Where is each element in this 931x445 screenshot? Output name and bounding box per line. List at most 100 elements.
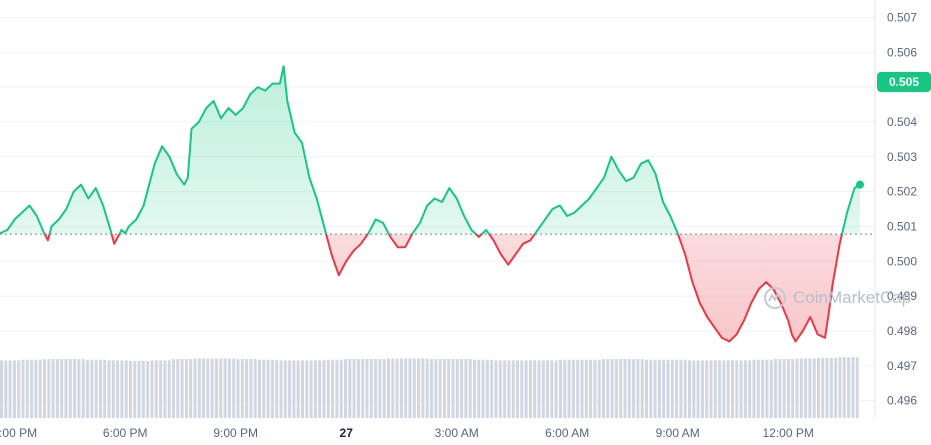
volume-bar <box>559 359 562 418</box>
volume-bar <box>141 361 145 418</box>
area-fill-down <box>44 234 842 342</box>
volume-bar <box>455 359 459 418</box>
volume-bar <box>550 360 554 418</box>
y-tick-label: 0.502 <box>887 185 917 199</box>
volume-bar <box>713 360 717 418</box>
volume-bar <box>94 359 98 418</box>
x-axis-ticks: 3:00 PM 6:00 PM 9:00 PM 27 3:00 AM 6:00 AM 9:0… <box>0 426 814 440</box>
volume-bar <box>636 359 640 418</box>
volume-bar <box>743 360 747 418</box>
volume-bar <box>778 359 782 418</box>
volume-bar <box>356 359 360 418</box>
volume-bar <box>17 360 21 418</box>
volume-bar <box>172 359 175 418</box>
volume-bar <box>528 360 532 418</box>
volume-bar <box>503 360 507 418</box>
volume-bar <box>322 359 326 418</box>
volume-bar <box>417 358 421 418</box>
volume-bar <box>786 359 790 418</box>
volume-bar <box>696 360 700 418</box>
y-tick-label: 0.501 <box>887 219 917 233</box>
volume-bar <box>103 359 107 418</box>
volume-bar <box>129 361 132 418</box>
volume-bar <box>120 360 124 418</box>
volume-bar <box>137 361 141 418</box>
volume-bar <box>460 359 464 418</box>
volume-bar <box>258 359 261 418</box>
volume-bar <box>679 359 683 418</box>
volume-bar <box>352 359 356 418</box>
volume-bar <box>288 360 292 418</box>
volume-bar <box>98 359 102 418</box>
volume-bar <box>589 359 593 418</box>
volume-bar <box>731 360 734 418</box>
volume-bar <box>55 359 59 418</box>
volume-bar <box>825 357 829 418</box>
volume-bar <box>339 359 343 418</box>
volume-bar <box>838 357 842 418</box>
volume-bar <box>193 358 197 418</box>
y-tick-label: 0.500 <box>887 254 917 268</box>
volume-bar <box>296 360 300 418</box>
volume-bar <box>313 360 317 418</box>
volume-bar <box>632 359 636 418</box>
volume-bar <box>795 358 799 418</box>
y-tick-label: 0.503 <box>887 150 917 164</box>
volume-bar <box>215 358 218 418</box>
volume-bar <box>425 358 429 418</box>
volume-bar <box>266 359 270 418</box>
volume-bar <box>791 359 795 418</box>
volume-bar <box>111 360 115 418</box>
volume-bar <box>851 357 855 418</box>
volume-bar <box>378 359 382 418</box>
volume-bar <box>369 359 373 418</box>
y-axis-ticks: 0.496 0.497 0.498 0.499 0.500 0.501 0.502 0.503… <box>887 10 917 407</box>
volume-bar <box>77 359 81 418</box>
volume-bar <box>473 359 476 418</box>
volume-bar <box>774 359 777 418</box>
volume-bar <box>666 359 670 418</box>
volume-bar <box>804 358 808 418</box>
x-tick-label: 6:00 AM <box>545 426 589 440</box>
volume-bar <box>688 360 691 418</box>
volume-bar <box>477 359 481 418</box>
volume-bar <box>275 359 279 418</box>
volume-bar <box>176 359 180 418</box>
coinmarketcap-logo-icon <box>764 287 786 309</box>
volume-bar <box>210 358 214 418</box>
volume-bar <box>808 358 812 418</box>
volume-bar <box>232 358 236 418</box>
volume-bar <box>799 358 803 418</box>
volume-bar <box>563 359 567 418</box>
volume-bar <box>227 358 231 418</box>
volume-bar <box>60 359 64 418</box>
volume-bar <box>464 359 468 418</box>
volume-bar <box>619 359 623 418</box>
volume-bar <box>812 358 816 418</box>
volume-bar <box>700 360 704 418</box>
volume-bar <box>640 359 644 418</box>
volume-bar <box>705 360 709 418</box>
price-lines <box>0 65 861 343</box>
volume-bar <box>47 359 51 418</box>
volume-bar <box>167 360 171 418</box>
volume-bar <box>43 359 46 418</box>
volume-bar <box>683 359 687 418</box>
volume-bar <box>404 358 408 418</box>
current-price-badge: 0.505 <box>877 72 931 92</box>
volume-bar <box>90 359 94 418</box>
volume-bar <box>602 359 605 418</box>
volume-bar <box>150 360 154 418</box>
volume-bar <box>344 359 347 418</box>
volume-bar <box>124 360 128 418</box>
volume-bar <box>116 360 120 418</box>
volume-bar <box>769 359 773 418</box>
x-tick-label: 3:00 AM <box>435 426 479 440</box>
volume-bars <box>0 357 859 418</box>
x-tick-label: 12:00 PM <box>762 426 813 440</box>
y-tick-label: 0.496 <box>887 394 917 408</box>
volume-bar <box>576 359 580 418</box>
volume-bar <box>86 359 89 418</box>
volume-bar <box>0 360 3 418</box>
volume-bar <box>524 360 528 418</box>
